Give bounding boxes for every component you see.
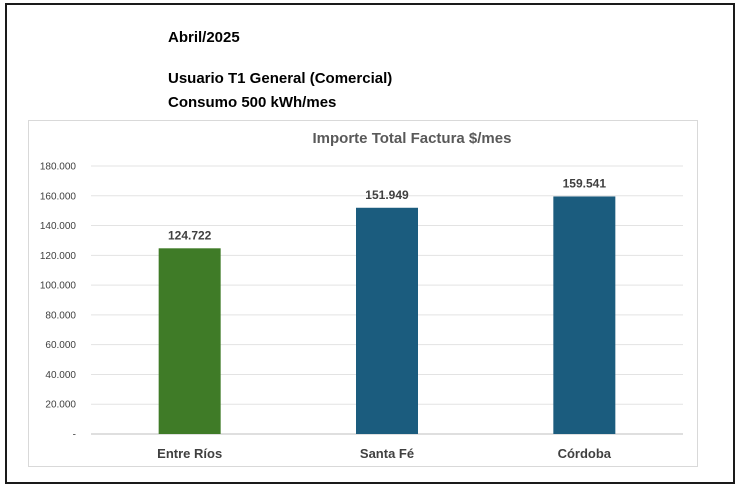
y-tick-label: 80.000: [45, 310, 76, 321]
y-tick-label: -: [73, 430, 76, 441]
consumption-heading: Consumo 500 kWh/mes: [168, 94, 337, 111]
bar-chart: Importe Total Factura $/mes - 20.000 40.000…: [40, 130, 683, 461]
chart-area: Importe Total Factura $/mes - 20.000 40.000…: [28, 120, 698, 467]
y-tick-label: 40.000: [45, 370, 76, 381]
data-label: 124.722: [168, 228, 212, 242]
x-tick-label: Santa Fé: [360, 446, 414, 461]
y-tick-label: 60.000: [45, 340, 76, 351]
y-tick-label: 180.000: [40, 162, 77, 173]
x-tick-label: Córdoba: [558, 446, 612, 461]
chart-title: Importe Total Factura $/mes: [313, 130, 512, 147]
y-tick-label: 140.000: [40, 221, 77, 232]
y-tick-label: 100.000: [40, 281, 77, 292]
bar: [158, 248, 221, 434]
x-tick-label: Entre Ríos: [157, 446, 222, 461]
bar: [553, 196, 616, 434]
report-date: Abril/2025: [168, 29, 240, 46]
y-tick-label: 120.000: [40, 251, 77, 262]
user-type-heading: Usuario T1 General (Comercial): [168, 70, 393, 87]
data-label: 159.541: [563, 176, 607, 190]
y-tick-label: 20.000: [45, 400, 76, 411]
bar: [356, 207, 418, 434]
data-label: 151.949: [365, 188, 409, 202]
y-tick-label: 160.000: [40, 191, 77, 202]
